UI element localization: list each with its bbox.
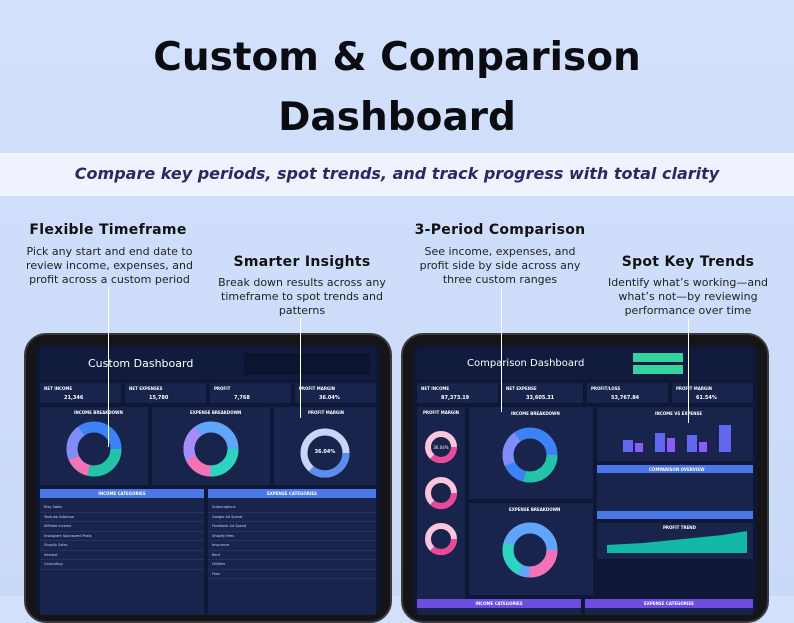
list-item: Fees: [208, 570, 376, 579]
charts: [417, 407, 753, 615]
panel-title: PROFIT MARGIN: [308, 410, 345, 415]
kpi-label: PROFIT/LOSS: [591, 386, 621, 391]
panel-title: INCOME BREAKDOWN: [511, 411, 560, 416]
dash-title: Comparison Dashboard: [467, 358, 585, 369]
margin-value: 36.04%: [314, 449, 336, 455]
feature-text: Identify what’s working—and what’s not—b…: [607, 276, 769, 317]
panel-title: PROFIT MARGIN: [423, 410, 460, 415]
kpi-box: [502, 383, 583, 403]
dash-title: Custom Dashboard: [88, 357, 194, 370]
pointer-line: [108, 287, 109, 447]
list-item: Insurance: [208, 541, 376, 551]
pointer-line: [501, 287, 502, 412]
kpi-value: 87,373.19: [441, 395, 470, 401]
list-item: Shopify Sales: [40, 541, 204, 551]
kpi-box: [125, 383, 206, 403]
table-title: EXPENSE CATEGORIES: [585, 599, 753, 608]
pointer-line: [300, 318, 301, 418]
kpi-value: 61.54%: [696, 395, 717, 401]
list: Etsy Sales Youtube Adsense Affiliate Incom…: [40, 503, 204, 570]
list-item: Etsy Sales: [40, 503, 204, 513]
kpi-box: [672, 383, 753, 403]
list-item: Rent: [208, 551, 376, 560]
pointer-line: [688, 318, 689, 423]
table-title: INCOME CATEGORIES: [417, 599, 581, 608]
button: [633, 353, 683, 362]
kpi-label: PROFIT MARGIN: [676, 386, 713, 391]
kpi-box: [40, 383, 121, 403]
panel: EXPENSE CATEGORIES Subscriptions Google A…: [208, 489, 376, 615]
kpi-value: 53,767.84: [611, 395, 640, 401]
kpi-label: NET INCOME: [44, 386, 73, 391]
kpi-label: NET EXPENSE: [506, 386, 537, 391]
kpi-label: NET EXPENSES: [129, 386, 163, 391]
list-item: Instagram Sponsored Posts: [40, 532, 204, 541]
panel-title: COMPARISON OVERVIEW: [649, 467, 705, 472]
list-item: Interest: [40, 551, 204, 560]
feature-text: Pick any start and end date to review in…: [26, 245, 193, 286]
kpi-box: [417, 383, 498, 403]
list-item: Youtube Adsense: [40, 513, 204, 522]
kpi-box: [295, 383, 376, 403]
kpi-label: PROFIT MARGIN: [299, 386, 336, 391]
margin-value: 36.04%: [433, 445, 449, 450]
list-item: Consulting: [40, 560, 204, 570]
tablet: Comparison Dashboard NET INCOME 87,373.19…: [401, 333, 769, 623]
panel-title: EXPENSE BREAKDOWN: [190, 410, 242, 415]
title: Custom & Comparison Dashboard: [153, 35, 641, 140]
feature-text: See income, expenses, and profit side by…: [419, 245, 581, 286]
feature-heading: Smarter Insights: [233, 254, 371, 270]
panel-title: PROFIT TREND: [663, 525, 696, 530]
subtitle-band: [0, 153, 794, 196]
screen: Comparison Dashboard NET INCOME 87,373.19…: [413, 345, 757, 615]
feature-heading: 3-Period Comparison: [414, 222, 586, 238]
feature-heading: Spot Key Trends: [621, 254, 755, 270]
list-item: Google Ad Spend: [208, 513, 376, 522]
button: [633, 365, 683, 374]
kpi-label: NET INCOME: [421, 386, 450, 391]
panel-title: INCOME BREAKDOWN: [74, 410, 123, 415]
kpi-label: PROFIT: [214, 386, 231, 391]
header-bar: [417, 349, 753, 379]
panel: [417, 407, 465, 615]
kpi-value: 36.04%: [319, 395, 340, 401]
kpi-box: [587, 383, 668, 403]
kpi-value: 21,346: [64, 395, 84, 401]
date-box: [244, 353, 370, 375]
donuts: [66, 421, 350, 478]
screen: Custom Dashboard NET INCOME 21,346 NET EXP…: [36, 345, 380, 615]
list-item: Shopify Fees: [208, 532, 376, 541]
panel-title: INCOME VS EXPENSE: [655, 411, 703, 416]
kpi-box: [210, 383, 291, 403]
table-title: EXPENSE CATEGORIES: [208, 489, 376, 498]
kpi-value: 15,780: [149, 395, 169, 401]
tablet: Custom Dashboard NET INCOME 21,346 NET EXP…: [24, 333, 392, 623]
list-item: Facebook Ad Spend: [208, 522, 376, 532]
panel: INCOME CATEGORIES Etsy Sales Youtube Adse…: [40, 489, 204, 615]
panel-title: EXPENSE BREAKDOWN: [509, 507, 561, 512]
list: Subscriptions Google Ad Spend Facebook Ad …: [208, 503, 376, 579]
subtitle: Compare key periods, spot trends, and tr…: [74, 164, 720, 183]
list-item: Affiliate Income: [40, 522, 204, 532]
feature-heading: Flexible Timeframe: [29, 222, 187, 238]
list-item: Subscriptions: [208, 503, 376, 513]
table-title: INCOME CATEGORIES: [40, 489, 204, 498]
kpi-value: 7,768: [234, 395, 250, 401]
kpi-value: 33,605.31: [526, 395, 555, 401]
feature-text: Break down results across any timeframe …: [218, 276, 386, 317]
list-item: Utilities: [208, 560, 376, 570]
